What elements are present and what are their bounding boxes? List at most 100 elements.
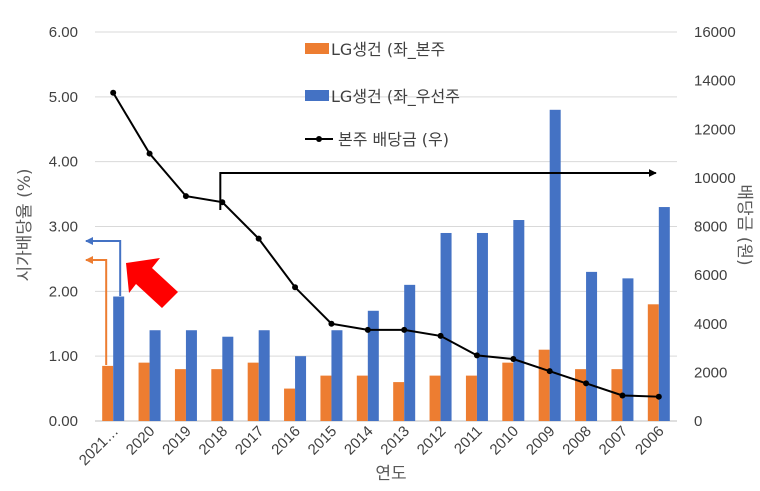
bar-common: [611, 369, 623, 421]
bar-common: [102, 365, 114, 421]
legend-swatch-preferred: [305, 90, 329, 101]
dividend-point: [401, 326, 408, 333]
dividend-point: [328, 320, 335, 327]
y-left-tick-label: 5.00: [49, 89, 78, 106]
bar-common: [575, 369, 587, 421]
dividend-point: [583, 380, 590, 387]
x-tick-label: 2021…: [76, 423, 122, 469]
bar-preferred: [513, 220, 525, 421]
y-axis-left-title: 시가배당율 (%): [15, 168, 35, 281]
bar-common: [429, 375, 441, 421]
dividend-point: [437, 332, 444, 339]
x-axis-title: 연도: [375, 464, 406, 484]
dividend-point: [546, 368, 553, 375]
dividend-point: [364, 326, 371, 333]
red-highlight-arrow: [126, 258, 178, 308]
legend-label-line: 본주 배당금 (우): [338, 130, 449, 149]
dividend-point: [510, 356, 517, 363]
x-tick-label: 2017: [232, 423, 268, 459]
x-axis-ticks: 2021… 2020 2019 2018 2017 2016 2015 2014 2013 201…: [76, 423, 668, 469]
y-right-tick-label: 0: [694, 413, 702, 430]
x-tick-label: 2013: [377, 423, 413, 459]
bar-preferred: [440, 232, 452, 421]
bar-common: [502, 362, 514, 421]
bar-preferred: [149, 330, 161, 421]
x-tick-label: 2014: [341, 423, 377, 459]
bar-preferred: [113, 296, 125, 421]
legend-label-common: LG생건 (좌_본주: [331, 40, 445, 60]
dividend-point: [619, 392, 626, 399]
x-tick-label: 2009: [523, 423, 559, 459]
legend-label-preferred: LG생건 (좌_우선주: [331, 87, 460, 107]
annotations: [85, 169, 657, 365]
y-left-tick-label: 6.00: [49, 24, 78, 41]
bar-preferred: [658, 207, 670, 421]
x-tick-label: 2012: [414, 423, 450, 459]
bar-preferred: [222, 336, 234, 421]
bar-common: [393, 382, 405, 421]
bar-common: [465, 375, 477, 421]
y-right-tick-label: 10000: [694, 170, 736, 187]
left-axis-ticks: 0.00 1.00 2.00 3.00 4.00 5.00 6.00: [49, 24, 78, 430]
bar-common: [647, 304, 659, 421]
y-right-tick-label: 8000: [694, 219, 727, 236]
bar-preferred: [367, 310, 379, 421]
legend-swatch-marker: [316, 136, 322, 142]
bar-common: [284, 388, 296, 421]
y-left-tick-label: 2.00: [49, 283, 78, 300]
y-left-tick-label: 3.00: [49, 219, 78, 236]
bar-preferred: [622, 278, 634, 421]
dividend-point: [292, 284, 299, 291]
x-tick-label: 2010: [487, 423, 523, 459]
bar-preferred: [476, 232, 488, 421]
y-left-tick-label: 4.00: [49, 154, 78, 171]
bar-preferred: [404, 284, 416, 421]
y-right-tick-label: 2000: [694, 364, 727, 381]
x-tick-label: 2006: [632, 423, 668, 459]
bar-preferred: [586, 271, 598, 421]
x-tick-label: 2020: [123, 423, 159, 459]
dividend-line-layer: [110, 89, 662, 400]
y-left-tick-label: 0.00: [49, 413, 78, 430]
dividend-point: [110, 89, 117, 96]
bar-preferred: [185, 330, 197, 421]
bar-common: [356, 375, 368, 421]
bar-common: [138, 362, 150, 421]
orange-arrow: [85, 256, 108, 365]
y-right-tick-label: 16000: [694, 24, 736, 41]
x-tick-label: 2016: [268, 423, 304, 459]
y-left-tick-label: 1.00: [49, 348, 78, 365]
dividend-point: [182, 193, 189, 200]
legend-swatch-common: [305, 43, 329, 54]
y-right-tick-label: 4000: [694, 316, 727, 333]
bar-common: [538, 349, 550, 421]
y-right-tick-label: 12000: [694, 121, 736, 138]
bar-common: [174, 369, 186, 421]
y-right-tick-label: 14000: [694, 73, 736, 90]
blue-arrow: [85, 237, 122, 296]
x-tick-label: 2008: [559, 423, 595, 459]
dividend-point: [146, 150, 153, 157]
bar-common: [211, 369, 223, 421]
dividend-line: [112, 92, 659, 398]
x-tick-label: 2015: [305, 423, 341, 459]
right-axis-ticks: 0 2000 4000 6000 8000 10000 12000 14000 16000: [694, 24, 736, 430]
dividend-point: [255, 235, 262, 242]
y-axis-right-title: 배당금 (원): [734, 184, 754, 265]
x-tick-label: 2007: [596, 423, 632, 459]
x-tick-label: 2019: [159, 423, 195, 459]
bar-preferred: [258, 330, 270, 421]
bar-preferred: [549, 109, 561, 422]
bracket-arrow: [219, 169, 657, 210]
legend: LG생건 (좌_본주 LG생건 (좌_우선주 본주 배당금 (우): [305, 40, 460, 149]
bar-common: [247, 362, 259, 421]
dividend-point: [473, 352, 480, 359]
bar-preferred: [295, 356, 307, 421]
x-tick-label: 2018: [196, 423, 232, 459]
x-tick-label: 2011: [451, 423, 486, 458]
bar-preferred: [331, 330, 343, 421]
bar-common: [320, 375, 332, 421]
dividend-point: [655, 393, 662, 400]
bars-layer: [102, 109, 670, 422]
